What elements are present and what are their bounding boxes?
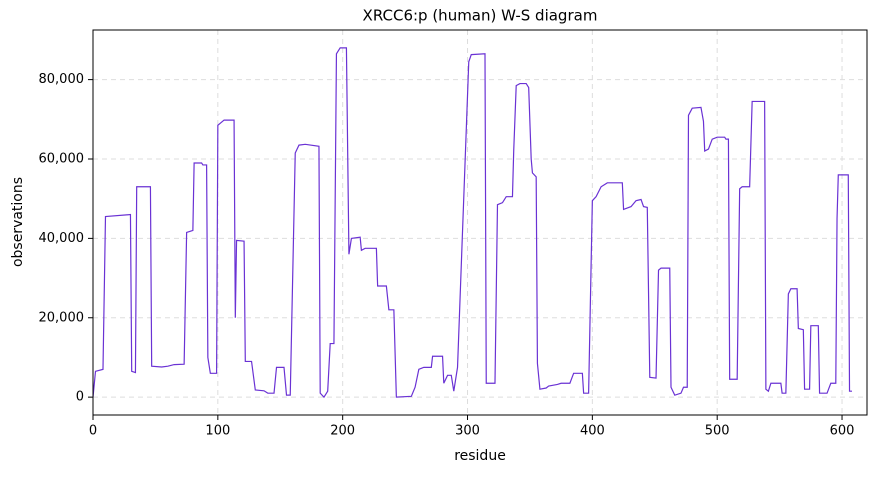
y-tick-label: 60,000 — [39, 151, 85, 166]
x-tick-label: 500 — [705, 424, 730, 439]
y-tick-label: 40,000 — [39, 231, 85, 246]
y-tick-label: 0 — [76, 390, 84, 405]
x-axis-label: residue — [454, 448, 506, 464]
y-tick-label: 20,000 — [39, 310, 85, 325]
x-tick-label: 0 — [89, 424, 97, 439]
plot-frame — [92, 29, 868, 416]
y-tick-label: 80,000 — [39, 72, 85, 87]
x-tick-label: 600 — [830, 424, 855, 439]
x-tick-label: 300 — [455, 424, 480, 439]
y-axis-label: observations — [10, 177, 26, 267]
data-line — [92, 47, 853, 399]
x-tick-label: 400 — [580, 424, 605, 439]
chart-title: XRCC6:p (human) W-S diagram — [363, 7, 598, 25]
x-tick-label: 200 — [330, 424, 355, 439]
x-tick-label: 100 — [205, 424, 230, 439]
